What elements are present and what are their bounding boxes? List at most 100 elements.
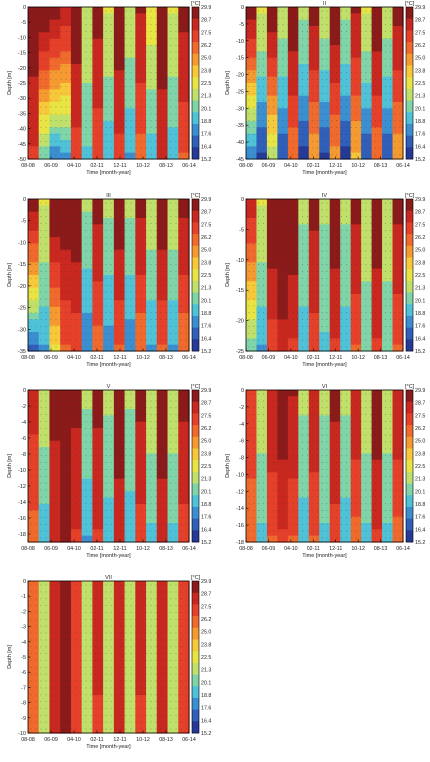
- sample-dot: [384, 79, 386, 81]
- sample-dot: [355, 58, 357, 60]
- heatmap-cell: [103, 466, 115, 473]
- heatmap-cell: [277, 133, 289, 141]
- sample-dot: [60, 24, 62, 26]
- heatmap-cell: [38, 256, 51, 263]
- heatmap-cell: [60, 243, 72, 251]
- colorbar-tick-label: 17.6: [201, 132, 211, 138]
- colorbar-swatch: [192, 210, 199, 223]
- heatmap-cell: [92, 523, 104, 530]
- heatmap-cell: [81, 281, 93, 289]
- sample-dot: [272, 10, 274, 12]
- heatmap-cell: [277, 64, 289, 71]
- sample-dot: [100, 305, 102, 307]
- sample-dot: [155, 229, 157, 231]
- sample-dot: [399, 10, 401, 12]
- sample-dot: [370, 277, 372, 279]
- sample-dot: [130, 209, 132, 211]
- heatmap-cell: [319, 114, 331, 122]
- sample-dot: [165, 140, 167, 142]
- sample-dot: [145, 305, 147, 307]
- sample-dot: [95, 37, 97, 39]
- heatmap-cell: [392, 243, 404, 251]
- y-tick-label: -10: [18, 35, 26, 41]
- heatmap-cell: [308, 57, 320, 65]
- sample-dot: [263, 65, 265, 67]
- sample-dot: [350, 72, 352, 74]
- sample-dot: [35, 127, 37, 129]
- sample-dot: [277, 236, 279, 238]
- colorbar-tick-label: 29.9: [415, 5, 425, 11]
- heatmap-cell: [60, 237, 72, 244]
- heatmap-cell: [38, 152, 51, 160]
- sample-dot: [75, 44, 77, 46]
- heatmap-cell: [167, 497, 179, 505]
- heatmap-cell: [146, 332, 158, 339]
- sample-dot: [90, 140, 92, 142]
- sample-dot: [389, 264, 391, 266]
- sample-dot: [105, 154, 107, 156]
- sample-dot: [70, 284, 72, 286]
- heatmap-cell: [28, 535, 40, 543]
- sample-dot: [263, 133, 265, 135]
- heatmap-cell: [371, 230, 383, 238]
- sample-dot: [40, 85, 42, 87]
- sample-dot: [380, 339, 381, 341]
- sample-dot: [70, 17, 72, 19]
- sample-dot: [155, 154, 157, 156]
- sample-dot: [30, 99, 32, 101]
- sample-dot: [365, 44, 367, 46]
- heatmap-cell: [246, 83, 258, 90]
- sample-dot: [160, 72, 162, 74]
- heatmap-cell: [28, 313, 40, 320]
- colorbar-tick-label: 22.5: [201, 81, 211, 87]
- sample-dot: [35, 441, 37, 443]
- heatmap-cell: [167, 57, 179, 65]
- sample-dot: [399, 127, 401, 129]
- sample-dot: [287, 291, 289, 293]
- heatmap-cell: [392, 38, 404, 46]
- sample-dot: [180, 44, 182, 46]
- heatmap-cell: [146, 102, 158, 109]
- sample-dot: [389, 312, 391, 314]
- heatmap-cell: [382, 243, 394, 251]
- sample-dot: [185, 17, 187, 19]
- sample-dot: [384, 223, 386, 225]
- sample-dot: [380, 140, 381, 142]
- sample-dot: [297, 209, 299, 211]
- heatmap-cell: [277, 13, 289, 21]
- heatmap-cell: [287, 218, 299, 225]
- sample-dot: [292, 120, 294, 122]
- heatmap-cell: [92, 306, 104, 314]
- heatmap-cell: [92, 249, 104, 257]
- heatmap-cell: [146, 262, 158, 270]
- sample-dot: [155, 120, 157, 122]
- heatmap-cell: [156, 510, 169, 518]
- sample-dot: [345, 332, 347, 334]
- sample-dot: [302, 209, 304, 211]
- sample-dot: [375, 154, 377, 156]
- colorbar-frame: [191, 198, 200, 352]
- heatmap-cell: [156, 218, 169, 225]
- heatmap-cell: [28, 19, 40, 27]
- sample-dot: [248, 31, 250, 33]
- heatmap-cell: [329, 230, 341, 238]
- heatmap-cell: [298, 313, 310, 320]
- sample-dot: [365, 223, 367, 225]
- sample-dot: [384, 58, 386, 60]
- sample-dot: [185, 106, 187, 108]
- sample-dot: [45, 31, 47, 33]
- heatmap-cell: [350, 338, 362, 346]
- heatmap-cell: [371, 26, 383, 33]
- heatmap-cell: [308, 325, 320, 333]
- sample-dot: [55, 271, 57, 273]
- heatmap-cell: [350, 102, 362, 109]
- sample-dot: [321, 236, 323, 238]
- colorbar-swatch: [192, 315, 199, 329]
- sample-dot: [277, 325, 279, 327]
- sample-dot: [105, 229, 107, 231]
- sample-dot: [180, 312, 182, 314]
- sample-dot: [292, 106, 294, 108]
- sample-dot: [175, 202, 177, 204]
- sample-dot: [268, 106, 269, 108]
